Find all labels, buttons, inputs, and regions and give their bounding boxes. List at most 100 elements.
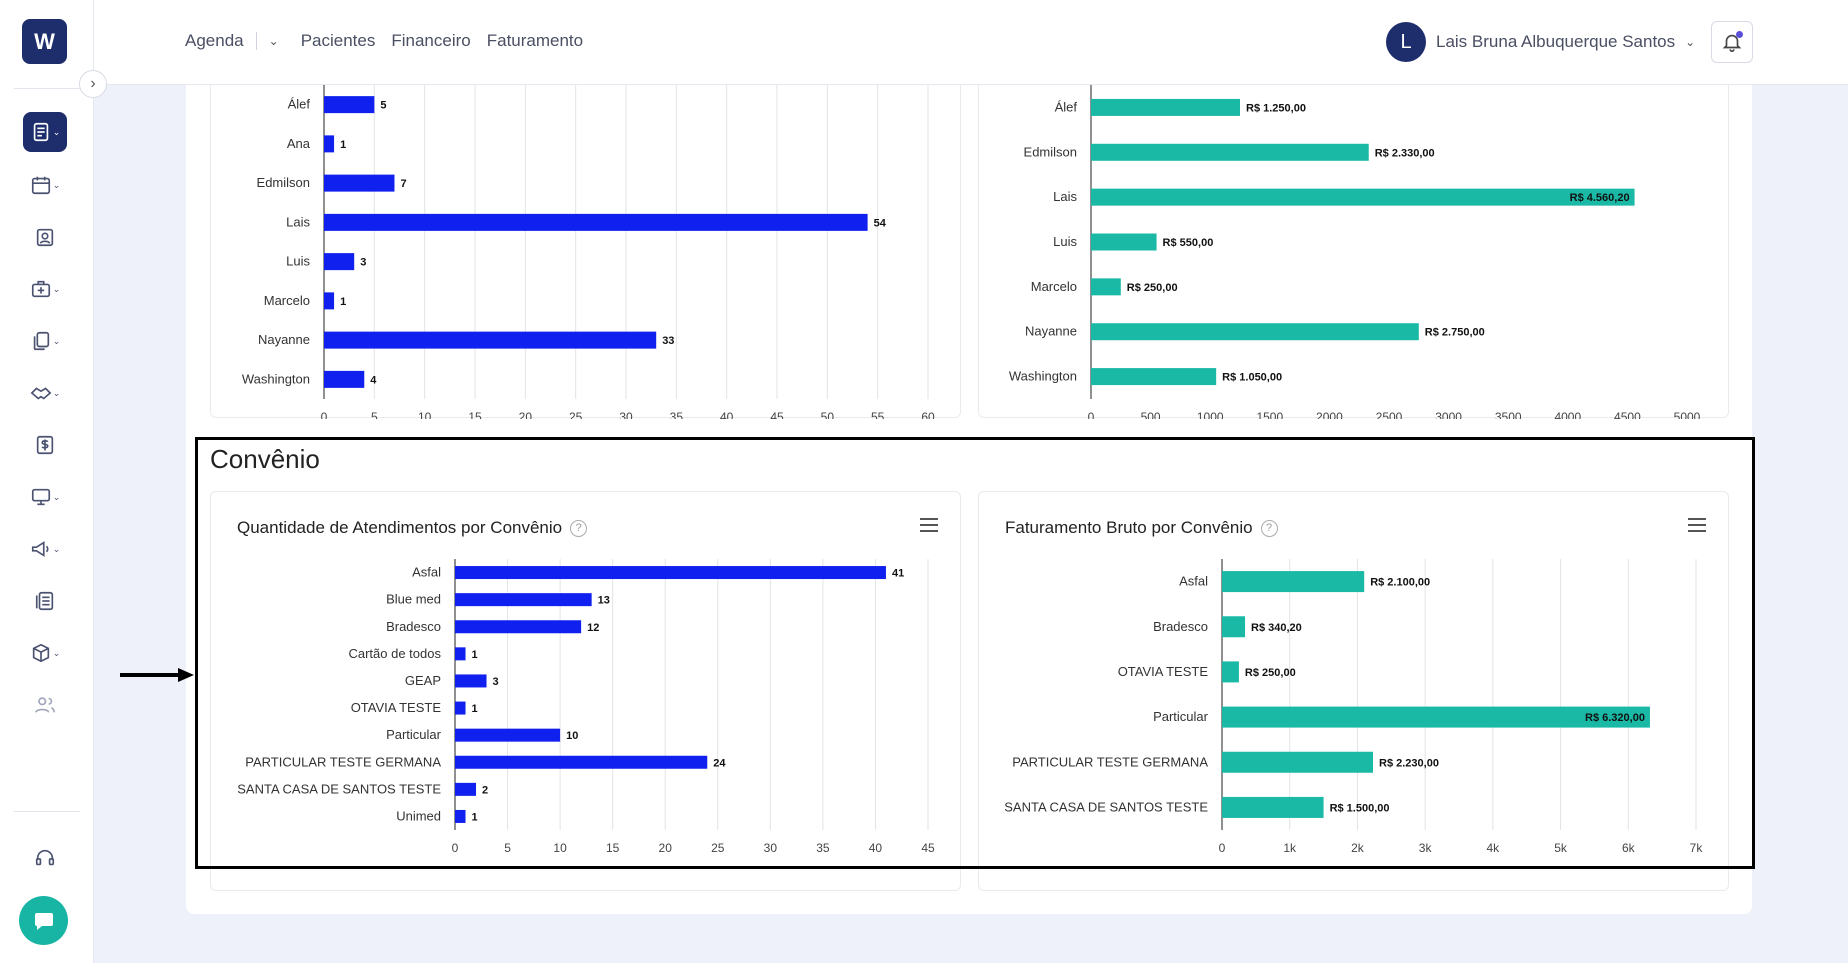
category-label: Nayanne (1025, 324, 1077, 339)
category-label: Washington (242, 371, 310, 386)
x-tick-label: 3500 (1495, 410, 1522, 419)
agenda-icon (33, 122, 48, 142)
bar (1222, 661, 1239, 683)
chart-menu-button[interactable] (1688, 518, 1706, 536)
help-icon[interactable]: ? (1260, 519, 1278, 537)
x-tick-label: 2500 (1376, 410, 1403, 419)
x-tick-label: 10 (418, 410, 432, 419)
notifications-button[interactable] (1711, 21, 1753, 63)
menu-icon-bar (1688, 524, 1706, 526)
sidebar-item-documents[interactable]: ⌄ (23, 321, 67, 361)
x-tick-label: 4000 (1554, 410, 1581, 419)
top-bar: Agenda ⌄ Pacientes Financeiro Faturament… (94, 0, 1848, 85)
avatar[interactable]: L (1386, 22, 1426, 62)
x-tick-label: 60 (921, 410, 935, 419)
category-label: Cartão de todos (348, 646, 441, 661)
bar (1222, 616, 1246, 638)
data-label: 54 (874, 217, 887, 229)
category-label: OTAVIA TESTE (351, 700, 442, 715)
category-label: Lais (286, 214, 310, 229)
sidebar-item-monitor[interactable]: ⌄ (23, 477, 67, 517)
sidebar: W ⌄ ⌄ ⌄ ⌄ ⌄ ⌄ ⌄ ⌄ (0, 0, 94, 963)
chevron-down-icon: ⌄ (52, 491, 61, 502)
x-tick-label: 35 (816, 841, 830, 855)
bar (455, 755, 708, 769)
card-professional-revenue: 0 500 1000 1500 2000 2500 3000 3500 4000 4500 5000… (978, 40, 1729, 424)
app-logo[interactable]: W (22, 19, 67, 64)
x-tick-label: 3000 (1435, 410, 1462, 419)
sidebar-item-marketing[interactable]: ⌄ (23, 529, 67, 569)
data-label: R$ 2.230,00 (1379, 757, 1439, 769)
data-label: 1 (340, 296, 346, 308)
data-label: R$ 1.250,00 (1246, 102, 1306, 114)
x-tick-label: 45 (921, 841, 935, 855)
chevron-down-icon: ⌄ (52, 179, 61, 190)
x-tick-label: 25 (569, 410, 583, 419)
chevron-down-icon: ⌄ (52, 283, 61, 294)
chat-icon (34, 912, 53, 930)
sidebar-item-finance[interactable] (23, 425, 67, 465)
data-label: 33 (662, 335, 674, 347)
sidebar-item-patients[interactable] (23, 217, 67, 257)
menu-icon-bar (1688, 530, 1706, 532)
dollar-icon (36, 435, 54, 455)
chevron-down-icon: ⌄ (52, 335, 61, 346)
data-label: 4 (370, 374, 377, 386)
bar (324, 174, 395, 192)
category-label: PARTICULAR TESTE GERMANA (1012, 754, 1208, 769)
x-tick-label: 20 (659, 841, 673, 855)
category-label: Bradesco (386, 619, 441, 634)
category-label: Asfal (1179, 574, 1208, 589)
sidebar-item-users[interactable] (23, 685, 67, 725)
x-tick-label: 2000 (1316, 410, 1343, 419)
nav-financeiro[interactable]: Financeiro (391, 31, 471, 50)
category-label: SANTA CASA DE SANTOS TESTE (1004, 799, 1208, 814)
chevron-down-icon[interactable]: ⌄ (1685, 35, 1696, 49)
user-menu[interactable]: L Lais Bruna Albuquerque Santos ⌄ (1386, 22, 1695, 62)
chart-menu-button[interactable] (920, 518, 938, 536)
nav-faturamento[interactable]: Faturamento (486, 31, 584, 50)
x-tick-label: 5 (504, 841, 511, 855)
x-tick-label: 1k (1283, 841, 1297, 855)
sidebar-item-stock[interactable]: ⌄ (23, 633, 67, 673)
bar (455, 728, 561, 742)
card-title-text: Faturamento Bruto por Convênio (1005, 518, 1253, 537)
bar (1222, 751, 1374, 773)
x-tick-label: 50 (821, 410, 835, 419)
calendar-icon (31, 176, 50, 195)
help-icon[interactable]: ? (570, 519, 588, 537)
card-title: Quantidade de Atendimentos por Convênio? (237, 518, 588, 538)
bar (455, 701, 466, 715)
sidebar-item-reports[interactable] (23, 581, 67, 621)
sidebar-toggle-button[interactable]: › (79, 70, 107, 98)
x-tick-label: 1000 (1197, 410, 1224, 419)
data-label: R$ 6.320,00 (1585, 712, 1645, 724)
nav-pacientes[interactable]: Pacientes (300, 31, 376, 50)
chat-button[interactable] (19, 896, 68, 945)
category-label: Marcelo (264, 293, 310, 308)
bar (1091, 323, 1419, 341)
x-tick-label: 40 (720, 410, 734, 419)
sidebar-item-calendar[interactable]: ⌄ (23, 165, 67, 205)
chevron-down-icon[interactable]: ⌄ (268, 34, 279, 48)
sidebar-item-agreements[interactable]: ⌄ (23, 373, 67, 413)
category-label: Luis (1053, 234, 1077, 249)
sidebar-item-medical[interactable]: ⌄ (23, 269, 67, 309)
data-label: 3 (493, 676, 499, 688)
bar (455, 809, 466, 823)
sidebar-item-agenda[interactable]: ⌄ (23, 112, 67, 152)
menu-icon (920, 518, 938, 520)
data-label: 3 (360, 257, 366, 269)
category-label: Particular (386, 727, 442, 742)
user-name[interactable]: Lais Bruna Albuquerque Santos (1436, 32, 1676, 51)
data-label: R$ 2.330,00 (1375, 147, 1435, 159)
nav-agenda[interactable]: Agenda (185, 31, 244, 50)
data-label: 10 (566, 730, 578, 742)
bar (324, 135, 335, 153)
x-tick-label: 2k (1351, 841, 1365, 855)
patient-icon (36, 228, 54, 247)
sidebar-item-support[interactable] (23, 838, 67, 878)
chart-professional-qty: 0 5 10 15 20 25 30 35 40 45 50 55 60 Álef 5 Ana 1 Edmilso… (242, 85, 935, 424)
x-tick-label: 7k (1690, 841, 1704, 855)
data-label: 5 (380, 100, 386, 112)
